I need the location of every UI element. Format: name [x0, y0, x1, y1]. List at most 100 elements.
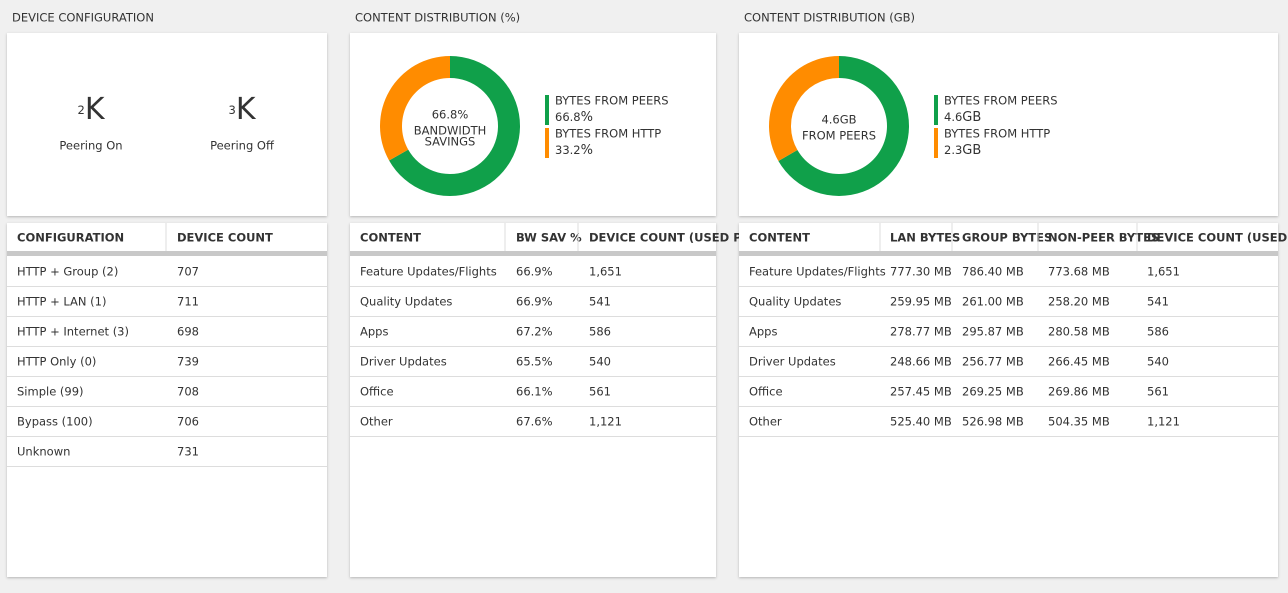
- table-cell: 561: [589, 385, 611, 399]
- table-cell: 280.58 MB: [1048, 325, 1110, 339]
- table-cell: HTTP + LAN (1): [17, 295, 106, 309]
- column-header: CONTENT: [749, 231, 810, 245]
- legend-swatch: [545, 95, 549, 125]
- table-cell: 773.68 MB: [1048, 265, 1110, 279]
- column-header: DEVICE COUNT: [177, 231, 273, 245]
- table-cell: Feature Updates/Flights: [749, 265, 886, 279]
- table-cell: 66.1%: [516, 385, 553, 399]
- table-cell: Feature Updates/Flights: [360, 265, 497, 279]
- table-cell: 526.98 MB: [962, 415, 1024, 429]
- table-cell: HTTP + Group (2): [17, 265, 118, 279]
- donut-segment: [769, 56, 839, 161]
- panel-title: CONTENT DISTRIBUTION (GB): [744, 11, 915, 25]
- legend-swatch: [934, 128, 938, 158]
- table-cell: 248.66 MB: [890, 355, 952, 369]
- table-cell: 67.2%: [516, 325, 553, 339]
- table-cell: 739: [177, 355, 199, 369]
- donut-center-value: 4.6GB: [821, 113, 856, 127]
- table-cell: 711: [177, 295, 199, 309]
- table-cell: 541: [1147, 295, 1169, 309]
- table-cell: Bypass (100): [17, 415, 93, 429]
- legend-value: 66.8%: [555, 110, 593, 125]
- table-cell: 777.30 MB: [890, 265, 952, 279]
- tile-value: 2K: [77, 92, 105, 127]
- table-cell: Office: [749, 385, 783, 399]
- column-header: BW SAV %: [516, 231, 582, 245]
- column-header: DEVICE COUNT (USED P2P): [1147, 231, 1288, 245]
- summary-card: [7, 33, 327, 216]
- table-cell: Simple (99): [17, 385, 84, 399]
- table-cell: 278.77 MB: [890, 325, 952, 339]
- legend-unit: %: [581, 143, 593, 158]
- table-cell: 708: [177, 385, 199, 399]
- table-cell: 1,121: [589, 415, 622, 429]
- table-cell: HTTP Only (0): [17, 355, 96, 369]
- tile-label: Peering Off: [210, 139, 275, 153]
- tile-unit: K: [236, 92, 257, 127]
- table-cell: 786.40 MB: [962, 265, 1024, 279]
- table-cell: 258.20 MB: [1048, 295, 1110, 309]
- table-cell: 256.77 MB: [962, 355, 1024, 369]
- table-cell: 731: [177, 445, 199, 459]
- table-cell: 525.40 MB: [890, 415, 952, 429]
- table-cell: Quality Updates: [360, 295, 452, 309]
- table-cell: 707: [177, 265, 199, 279]
- table-cell: 66.9%: [516, 295, 553, 309]
- donut-segment: [778, 55, 910, 196]
- legend-number: 66.8: [555, 110, 581, 124]
- legend-value: 2.3GB: [944, 143, 981, 158]
- table-card: [739, 223, 1278, 577]
- table-cell: HTTP + Internet (3): [17, 325, 129, 339]
- panel-title: CONTENT DISTRIBUTION (%): [355, 11, 520, 25]
- table-cell: 586: [589, 325, 611, 339]
- legend-swatch: [934, 95, 938, 125]
- table-cell: Other: [360, 415, 393, 429]
- donut-center-label: SAVINGS: [425, 135, 476, 149]
- legend-name: BYTES FROM HTTP: [555, 127, 661, 141]
- table-cell: Other: [749, 415, 782, 429]
- legend-number: 2.3: [944, 143, 962, 157]
- table-cell: Apps: [360, 325, 388, 339]
- table-cell: Quality Updates: [749, 295, 841, 309]
- legend-name: BYTES FROM HTTP: [944, 127, 1050, 141]
- tile-value: 3K: [228, 92, 256, 127]
- table-cell: 67.6%: [516, 415, 553, 429]
- table-cell: 66.9%: [516, 265, 553, 279]
- column-header: CONFIGURATION: [17, 231, 124, 245]
- table-cell: 295.87 MB: [962, 325, 1024, 339]
- header-bar: [739, 251, 1278, 256]
- table-cell: Apps: [749, 325, 777, 339]
- table-cell: 257.45 MB: [890, 385, 952, 399]
- table-cell: 1,651: [1147, 265, 1180, 279]
- table-card: [7, 223, 327, 577]
- table-cell: 269.86 MB: [1048, 385, 1110, 399]
- table-cell: 266.45 MB: [1048, 355, 1110, 369]
- column-header: NON-PEER BYTES: [1048, 231, 1159, 245]
- donut-segment: [380, 56, 450, 161]
- table-cell: 540: [1147, 355, 1169, 369]
- table-cell: 269.25 MB: [962, 385, 1024, 399]
- table-cell: 540: [589, 355, 611, 369]
- donut-center-label: FROM PEERS: [802, 129, 876, 143]
- table-cell: Office: [360, 385, 394, 399]
- table-cell: 561: [1147, 385, 1169, 399]
- donut-segment: [389, 56, 521, 196]
- legend-swatch: [545, 128, 549, 158]
- table-cell: 504.35 MB: [1048, 415, 1110, 429]
- table-cell: 261.00 MB: [962, 295, 1024, 309]
- table-cell: Driver Updates: [360, 355, 447, 369]
- legend-value: 33.2%: [555, 143, 593, 158]
- panel-title: DEVICE CONFIGURATION: [12, 11, 154, 25]
- legend-value: 4.6GB: [944, 110, 981, 125]
- column-header: DEVICE COUNT (USED P2P): [589, 231, 763, 245]
- legend-name: BYTES FROM PEERS: [555, 94, 669, 108]
- summary-card: [350, 33, 716, 216]
- column-header: CONTENT: [360, 231, 421, 245]
- table-cell: 1,121: [1147, 415, 1180, 429]
- donut-center-value: 66.8%: [432, 108, 469, 122]
- tile-unit: K: [85, 92, 106, 127]
- header-bar: [7, 251, 327, 256]
- legend-number: 4.6: [944, 110, 962, 124]
- table-cell: 586: [1147, 325, 1169, 339]
